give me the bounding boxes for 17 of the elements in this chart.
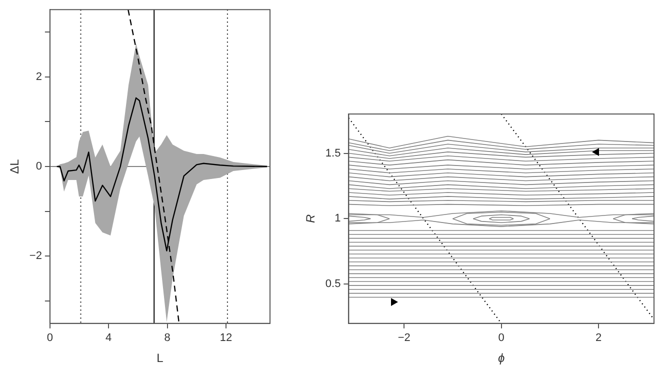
x-axis-title: ϕ	[498, 351, 505, 366]
y-axis-title: R	[304, 214, 318, 224]
x-tick-label: 2	[596, 332, 602, 344]
y-axis-title: ΔL	[8, 158, 22, 174]
y-tick-label: 0.5	[325, 278, 341, 290]
x-tick-label: 12	[220, 332, 232, 344]
x-axis-title: L	[156, 351, 164, 366]
y-tick-label: −2	[29, 250, 42, 262]
y-tick-label: 1	[334, 212, 341, 225]
y-tick-label: 0	[36, 160, 42, 173]
y-tick-label: 1.5	[325, 147, 341, 160]
x-tick-label: 8	[164, 332, 170, 344]
x-tick-label: −2	[398, 332, 410, 344]
y-tick-label: 2	[36, 70, 42, 83]
x-tick-label: 4	[106, 332, 112, 344]
x-tick-label: 0	[498, 332, 504, 344]
x-tick-label: 0	[46, 332, 54, 344]
